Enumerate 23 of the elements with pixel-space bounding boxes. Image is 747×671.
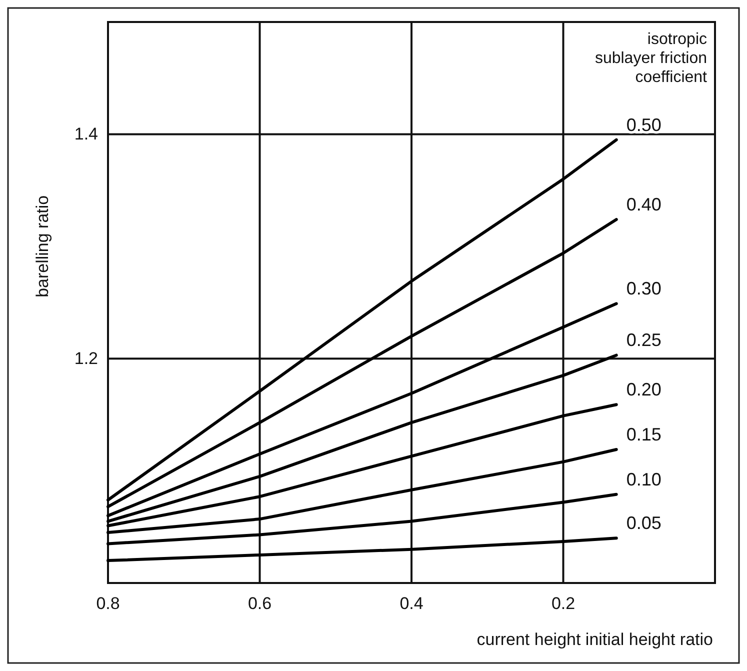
x-tick-label: 0.6 <box>248 594 272 614</box>
line-series <box>106 536 618 562</box>
line-series <box>106 448 618 534</box>
line-series <box>106 492 618 546</box>
series-label: 0.10 <box>626 469 662 490</box>
x-tick-label: 0.2 <box>551 594 576 614</box>
y-tick-label: 1.4 <box>74 124 98 144</box>
x-tick-label: 0.4 <box>400 594 424 614</box>
x-tick-label: 0.8 <box>96 594 120 614</box>
x-axis-title: current height initial height ratio <box>476 630 713 649</box>
line-series <box>106 138 618 502</box>
series-label: 0.30 <box>626 278 662 299</box>
series-label: 0.50 <box>626 114 662 135</box>
line-series <box>106 302 618 518</box>
series-label: 0.05 <box>626 513 662 534</box>
series-label: 0.15 <box>626 424 662 444</box>
legend-title: isotropic sublayer friction coefficient <box>594 31 708 86</box>
series-label: 0.20 <box>626 380 662 400</box>
line-series <box>106 218 618 508</box>
y-axis-title: barelling ratio <box>33 195 52 298</box>
y-tick-label: 1.2 <box>74 349 98 368</box>
series-label: 0.40 <box>626 194 662 214</box>
series-label: 0.25 <box>626 330 662 350</box>
